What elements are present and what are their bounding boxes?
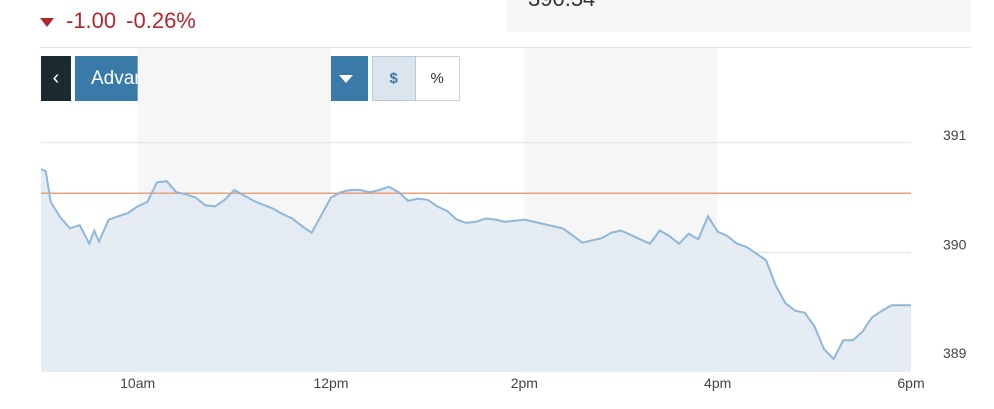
back-button[interactable]: ‹ <box>41 56 71 101</box>
divider <box>40 47 971 48</box>
x-tick-label: 2pm <box>511 375 538 391</box>
x-tick-label: 12pm <box>313 375 348 391</box>
price-line <box>40 168 911 361</box>
percent-toggle[interactable]: % <box>415 56 460 101</box>
quote-panel: 390.54 <box>506 0 971 32</box>
x-tick-label: 4pm <box>704 375 731 391</box>
chevron-left-icon: ‹ <box>52 67 60 89</box>
change-absolute: -1.00 <box>66 8 117 33</box>
y-tick-label: 390 <box>943 237 967 253</box>
price-area <box>41 169 911 371</box>
down-arrow-icon <box>40 17 54 27</box>
x-tick-label: 10am <box>120 375 155 391</box>
dollar-toggle[interactable]: $ <box>371 56 416 101</box>
dollar-label: $ <box>389 70 398 87</box>
change-percent: -0.26% <box>126 8 196 33</box>
caret-down-icon <box>338 74 353 83</box>
x-tick-label: 6pm <box>897 375 924 391</box>
quote-value: 390.54 <box>528 0 595 12</box>
y-tick-label: 391 <box>943 127 967 143</box>
price-change: -1.00 -0.26% <box>40 6 196 36</box>
percent-label: % <box>430 70 444 87</box>
y-tick-label: 389 <box>943 345 967 361</box>
